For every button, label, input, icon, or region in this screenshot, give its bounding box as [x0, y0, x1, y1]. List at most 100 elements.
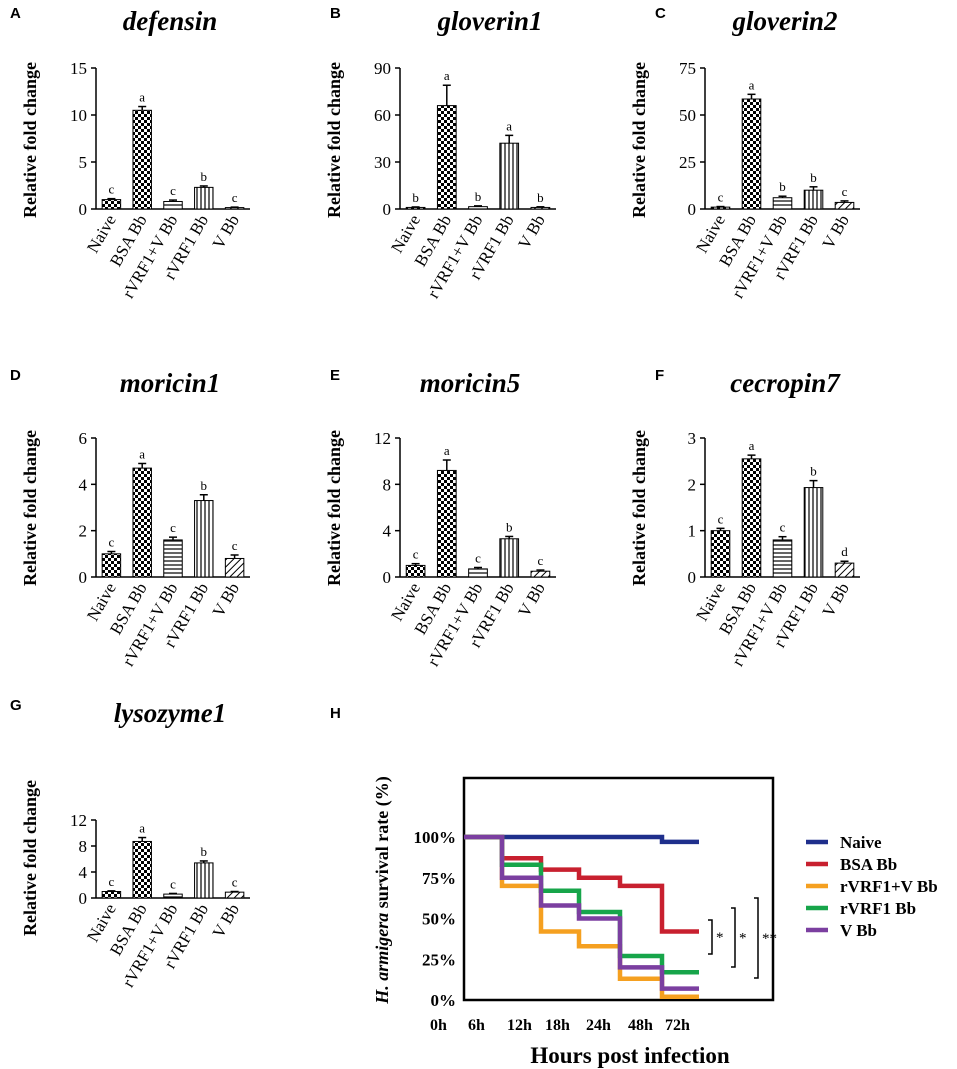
- y-tick-label: 4: [383, 522, 392, 541]
- y-tick-label: 15: [70, 59, 87, 78]
- y-tick-label: 50%: [422, 910, 456, 929]
- panel-letter: C: [655, 5, 666, 22]
- bar: [132, 467, 152, 578]
- significance-letter: c: [170, 183, 176, 198]
- series-line-v-bb: [464, 834, 699, 991]
- y-tick-label: 0%: [431, 991, 457, 1010]
- significance-letter: c: [232, 538, 238, 553]
- significance-letter: c: [232, 875, 238, 890]
- significance-letter: a: [139, 90, 145, 105]
- significance-letter: c: [170, 876, 176, 891]
- chart-title: lysozyme1: [114, 698, 226, 728]
- x-tick-label: V Bb: [209, 212, 243, 253]
- bar: [163, 200, 183, 210]
- x-tick-label: V Bb: [818, 580, 852, 621]
- significance-letter: c: [109, 182, 115, 197]
- bar: [468, 206, 488, 210]
- significance-letter: a: [139, 446, 145, 461]
- bar: [194, 862, 214, 899]
- significance-letter: c: [718, 511, 724, 526]
- significance-letter: b: [779, 179, 786, 194]
- bar: [224, 557, 245, 578]
- significance-letter: b: [475, 189, 482, 204]
- chart-title: moricin1: [120, 368, 221, 398]
- significance-letter: c: [170, 520, 176, 535]
- bar: [194, 500, 214, 578]
- y-axis-label: Relative fold change: [20, 62, 40, 218]
- significance-letter: b: [412, 190, 419, 205]
- y-axis-label: Relative fold change: [20, 780, 40, 936]
- y-tick-label: 0: [383, 200, 392, 219]
- bar: [224, 891, 245, 899]
- significance-letter: b: [201, 478, 208, 493]
- y-tick-label: 0: [383, 568, 392, 587]
- plot-frame: [462, 776, 775, 1002]
- x-tick-label: V Bb: [209, 580, 243, 621]
- bar: [710, 206, 731, 210]
- bar: [163, 893, 183, 899]
- significance-letter: a: [139, 821, 145, 836]
- significance-marker: **: [762, 931, 777, 947]
- bar: [834, 201, 855, 210]
- x-tick-label: V Bb: [514, 212, 548, 253]
- y-tick-label: 12: [374, 429, 391, 448]
- significance-letter: b: [537, 190, 544, 205]
- x-tick-label: 0h: [430, 1017, 447, 1034]
- bar: [194, 186, 214, 210]
- significance-letter: b: [810, 170, 817, 185]
- significance-letter: b: [810, 464, 817, 479]
- y-tick-label: 5: [79, 153, 88, 172]
- y-tick-label: 8: [383, 475, 392, 494]
- legend-label: rVRF1+V Bb: [840, 877, 938, 896]
- bar: [468, 568, 488, 578]
- significance-letter: d: [841, 544, 848, 559]
- bar: [530, 206, 551, 210]
- y-tick-label: 0: [688, 568, 697, 587]
- bar: [741, 98, 762, 210]
- significance-letter: a: [506, 118, 512, 133]
- chart-title: gloverin1: [437, 6, 543, 36]
- bar: [405, 564, 426, 578]
- y-axis-label: Relative fold change: [324, 62, 344, 218]
- y-tick-label: 3: [688, 429, 697, 448]
- panel-letter: G: [10, 697, 22, 714]
- y-tick-label: 60: [374, 106, 391, 125]
- significance-letter: c: [109, 874, 115, 889]
- y-tick-label: 2: [688, 475, 697, 494]
- y-tick-label: 100%: [414, 828, 457, 847]
- series-line-naive: [464, 834, 699, 845]
- panel-letter: D: [10, 367, 21, 384]
- y-tick-label: 90: [374, 59, 391, 78]
- significance-bracket: [754, 897, 759, 979]
- significance-letter: a: [444, 443, 450, 458]
- x-tick-label: 72h: [665, 1017, 690, 1034]
- bar: [834, 562, 855, 578]
- y-tick-label: 75: [679, 59, 696, 78]
- significance-letter: c: [718, 190, 724, 205]
- significance-marker: *: [716, 930, 724, 946]
- bar: [499, 538, 520, 578]
- bar: [436, 469, 457, 578]
- bar: [710, 530, 731, 578]
- y-tick-label: 10: [70, 106, 87, 125]
- significance-letter: c: [538, 553, 544, 568]
- significance-letter: b: [201, 844, 208, 859]
- legend-label: Naive: [840, 833, 882, 852]
- y-tick-label: 6: [79, 429, 88, 448]
- chart-title: moricin5: [420, 368, 521, 398]
- x-tick-label: 6h: [468, 1017, 485, 1034]
- bar: [132, 840, 152, 899]
- legend-label: rVRF1 Bb: [840, 899, 916, 918]
- y-tick-label: 25%: [422, 950, 456, 969]
- bar: [530, 570, 551, 578]
- bar: [163, 539, 183, 578]
- bar: [101, 891, 122, 899]
- y-axis-label: H. armigera survival rate (%): [372, 776, 393, 1004]
- x-axis-label: Hours post infection: [530, 1043, 730, 1068]
- significance-letter: c: [780, 520, 786, 535]
